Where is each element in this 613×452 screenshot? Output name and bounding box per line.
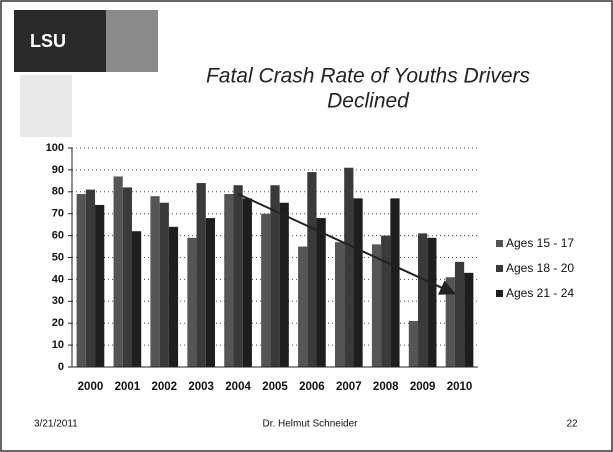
legend-swatch xyxy=(496,290,503,297)
legend-label: Ages 21 - 24 xyxy=(506,286,574,300)
x-tick-label: 2004 xyxy=(225,381,251,393)
bar xyxy=(344,167,354,367)
x-tick-label: 2009 xyxy=(410,381,436,393)
y-tick-label: 90 xyxy=(52,164,64,176)
x-tick-label: 2003 xyxy=(188,381,214,393)
x-tick-label: 2010 xyxy=(447,381,473,393)
x-tick-label: 2005 xyxy=(262,381,288,393)
chart-title: Declined xyxy=(327,90,410,113)
bar xyxy=(168,226,179,367)
bar xyxy=(224,193,234,367)
x-tick-label: 2000 xyxy=(78,381,104,393)
legend-label: Ages 18 - 20 xyxy=(506,261,574,275)
bar xyxy=(454,261,465,367)
bar xyxy=(270,185,280,367)
bar xyxy=(334,242,345,367)
bar xyxy=(307,172,317,367)
footer-page: 22 xyxy=(566,419,578,430)
y-tick-label: 20 xyxy=(52,317,64,329)
chart-title: Fatal Crash Rate of Youths Drivers xyxy=(206,65,531,88)
x-tick-label: 2008 xyxy=(373,381,399,393)
y-tick-label: 30 xyxy=(52,295,64,307)
bar xyxy=(464,272,474,367)
x-tick-label: 2002 xyxy=(151,381,177,393)
bar xyxy=(196,183,206,367)
y-tick-label: 60 xyxy=(52,230,64,242)
legend-swatch xyxy=(496,265,503,272)
bar xyxy=(159,202,169,367)
legend-label: Ages 15 - 17 xyxy=(506,236,574,250)
logo-block xyxy=(14,10,106,72)
x-tick-label: 2001 xyxy=(115,381,141,393)
y-tick-label: 70 xyxy=(52,208,64,220)
x-tick-label: 2006 xyxy=(299,381,325,393)
bar xyxy=(242,198,252,367)
y-tick-label: 10 xyxy=(52,339,64,351)
trend-arrow xyxy=(237,193,456,295)
bar xyxy=(298,246,308,367)
bar xyxy=(95,204,105,367)
y-tick-label: 0 xyxy=(58,361,64,373)
bar xyxy=(408,321,419,367)
logo-photo xyxy=(106,10,158,72)
bar xyxy=(187,237,197,367)
bar xyxy=(427,237,437,367)
bar xyxy=(205,218,216,367)
y-tick-label: 80 xyxy=(52,186,64,198)
bar xyxy=(261,213,271,367)
bar xyxy=(76,193,86,367)
bar xyxy=(85,189,96,367)
footer-date: 3/21/2011 xyxy=(34,419,78,430)
bar xyxy=(131,231,142,367)
bar xyxy=(113,176,123,367)
bar xyxy=(371,244,382,367)
bar xyxy=(316,218,326,367)
logo-text: LSU xyxy=(30,31,66,51)
legend-swatch xyxy=(496,240,503,247)
footer-author: Dr. Helmut Schneider xyxy=(262,419,358,430)
bar xyxy=(353,198,363,367)
bar xyxy=(150,196,160,367)
y-tick-label: 100 xyxy=(46,142,64,154)
bar xyxy=(390,198,400,367)
bar xyxy=(418,233,428,367)
y-tick-label: 40 xyxy=(52,273,64,285)
y-tick-label: 50 xyxy=(52,251,64,263)
x-tick-label: 2007 xyxy=(336,381,362,393)
bar xyxy=(381,235,391,367)
bar xyxy=(122,187,132,367)
logo-pattern xyxy=(20,75,72,137)
bar xyxy=(233,185,243,367)
bar xyxy=(279,202,289,367)
bar xyxy=(445,277,455,367)
